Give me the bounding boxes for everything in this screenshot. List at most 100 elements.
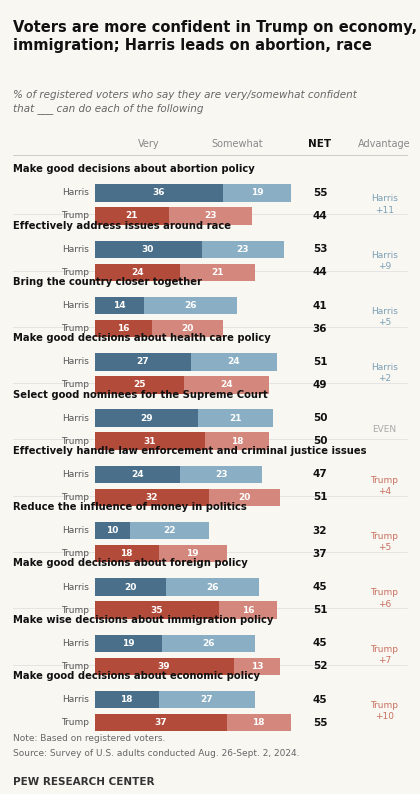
Text: 27: 27 [201,695,213,704]
Text: 35: 35 [151,606,163,615]
Text: 51: 51 [313,492,327,503]
Text: 16: 16 [242,606,254,615]
Text: 47: 47 [312,469,328,480]
Bar [163,634,255,652]
Bar [94,634,162,652]
Bar [94,714,227,731]
Text: 18: 18 [231,437,244,445]
Text: Trump: Trump [61,606,89,615]
Text: 37: 37 [313,549,327,559]
Text: 55: 55 [313,718,327,727]
Bar [180,264,255,281]
Text: 50: 50 [313,436,327,446]
Text: Harris: Harris [63,695,89,704]
Text: 13: 13 [251,662,263,671]
Text: 50: 50 [313,413,327,423]
Text: Bring the country closer together: Bring the country closer together [13,277,202,287]
Bar [220,601,277,619]
Text: Make good decisions about health care policy: Make good decisions about health care po… [13,333,270,343]
Bar [166,578,259,596]
Text: Trump: Trump [61,662,89,671]
Text: Harris: Harris [63,639,89,648]
Text: 21: 21 [211,268,224,277]
Text: EVEN: EVEN [372,425,396,434]
Text: 45: 45 [313,695,327,704]
Bar [94,297,144,314]
Text: Harris: Harris [63,301,89,310]
Bar [94,691,159,708]
Text: 19: 19 [122,639,135,648]
Bar [94,657,234,675]
Text: 21: 21 [126,211,138,221]
Bar [159,691,255,708]
Text: Trump: Trump [61,493,89,502]
Text: 30: 30 [142,245,154,254]
Text: NET: NET [308,139,332,149]
Text: Trump: Trump [61,549,89,558]
Text: Note: Based on registered voters.: Note: Based on registered voters. [13,734,165,743]
Text: 45: 45 [313,582,327,592]
Text: Harris
+9: Harris +9 [371,251,398,271]
Text: 45: 45 [313,638,327,648]
Text: Trump: Trump [61,380,89,389]
Bar [94,376,184,394]
Bar [184,376,270,394]
Text: 44: 44 [312,268,328,277]
Bar [170,207,252,225]
Text: 44: 44 [312,211,328,221]
Bar [94,320,152,337]
Text: 32: 32 [145,493,158,502]
Text: Harris: Harris [63,414,89,422]
Text: 51: 51 [313,357,327,367]
Bar [94,488,209,507]
Text: 39: 39 [158,662,171,671]
Text: 24: 24 [131,268,144,277]
Text: 19: 19 [251,188,263,198]
Text: 22: 22 [163,526,176,535]
Text: Harris: Harris [63,470,89,479]
Bar [130,522,209,539]
Bar [94,264,180,281]
Text: 32: 32 [313,526,327,536]
Text: Select good nominees for the Supreme Court: Select good nominees for the Supreme Cou… [13,390,268,399]
Text: Harris
+11: Harris +11 [371,195,398,214]
Text: Very: Very [138,139,160,149]
Text: 20: 20 [238,493,251,502]
Text: 23: 23 [236,245,249,254]
Bar [191,353,277,371]
Bar [198,410,273,427]
Text: 24: 24 [227,357,240,366]
Bar [205,433,270,450]
Text: 53: 53 [313,245,327,254]
Text: 16: 16 [117,324,129,333]
Text: 18: 18 [121,549,133,558]
Text: % of registered voters who say they are very/somewhat confident
that ___ can do : % of registered voters who say they are … [13,90,357,114]
Bar [223,184,291,202]
Text: 37: 37 [154,718,167,727]
Text: Trump
+4: Trump +4 [370,476,398,496]
Text: 26: 26 [206,583,218,592]
Text: Effectively address issues around race: Effectively address issues around race [13,221,231,230]
Text: Harris: Harris [63,245,89,254]
Bar [159,545,227,562]
Bar [180,465,262,483]
Text: 29: 29 [140,414,152,422]
Text: Trump
+10: Trump +10 [370,701,398,721]
Text: 24: 24 [131,470,144,479]
Text: Make good decisions about abortion policy: Make good decisions about abortion polic… [13,164,255,175]
Text: Harris: Harris [63,188,89,198]
Text: 20: 20 [124,583,136,592]
Bar [227,714,291,731]
Bar [94,522,130,539]
Text: Effectively handle law enforcement and criminal justice issues: Effectively handle law enforcement and c… [13,446,366,456]
Text: Reduce the influence of money in politics: Reduce the influence of money in politic… [13,502,247,512]
Text: Advantage: Advantage [358,139,411,149]
Text: 24: 24 [220,380,233,389]
Text: Harris
+2: Harris +2 [371,364,398,384]
Text: 49: 49 [313,380,327,390]
Text: 14: 14 [113,301,126,310]
Text: Trump: Trump [61,437,89,445]
Text: Trump
+5: Trump +5 [370,532,398,553]
Text: Voters are more confident in Trump on economy,
immigration; Harris leads on abor: Voters are more confident in Trump on ec… [13,20,417,53]
Text: 19: 19 [186,549,199,558]
